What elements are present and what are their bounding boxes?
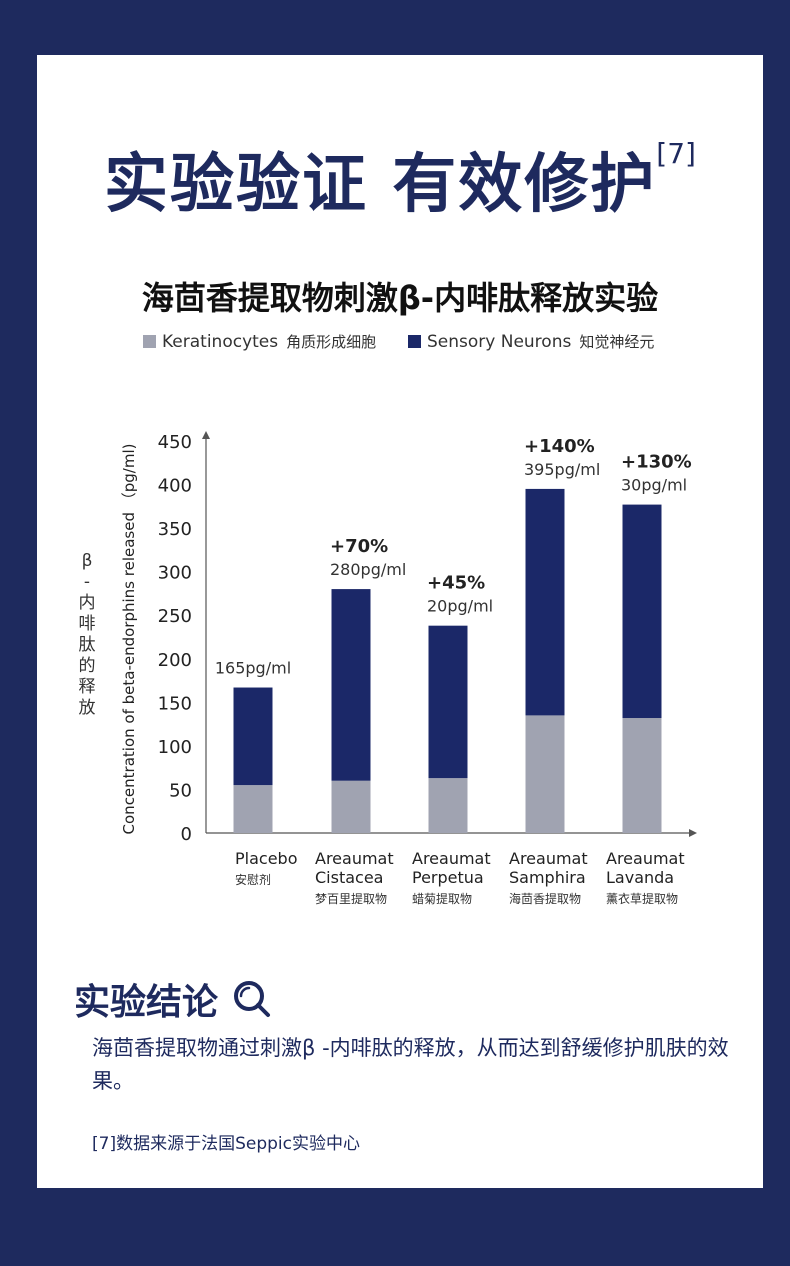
- bar-segment-keratinocytes: [428, 778, 468, 833]
- y-tick-label: 400: [158, 476, 192, 497]
- legend-label-keratinocytes-cn: 角质形成细胞: [286, 333, 377, 351]
- legend-label-sensory-neurons: Sensory Neurons: [427, 331, 572, 352]
- x-category-label-cn: 薰衣草提取物: [606, 891, 678, 906]
- x-category-label: Areaumat: [606, 849, 685, 868]
- y-axis-label-cn-char: 肽: [78, 635, 96, 655]
- headline-text: 实验验证 有效修护: [104, 148, 657, 222]
- bar-annotation-value: 280pg/ml: [330, 560, 406, 579]
- legend-item-keratinocytes: Keratinocytes 角质形成细胞: [143, 331, 376, 352]
- x-category-label-cn: 安慰剂: [235, 872, 271, 887]
- x-category-label: Samphira: [509, 868, 586, 887]
- bar-segment-keratinocytes: [233, 785, 273, 833]
- page-headline: 实验验证 有效修护[7]: [37, 133, 763, 225]
- x-category-label: Placebo: [235, 849, 297, 868]
- bar-annotation-percent: +140%: [524, 436, 595, 457]
- y-tick-label: 200: [158, 650, 192, 671]
- bar-annotation-value: 395pg/ml: [524, 460, 600, 479]
- y-axis-label-cn-char: β: [81, 551, 93, 571]
- y-tick-label: 250: [158, 606, 192, 627]
- x-category-label: Areaumat: [509, 849, 588, 868]
- y-axis-label-cn-char: 内: [78, 593, 96, 613]
- bar-segment-keratinocytes: [331, 780, 371, 833]
- y-axis-label-cn-char: 释: [78, 677, 96, 697]
- legend-label-sensory-neurons-cn: 知觉神经元: [579, 333, 655, 351]
- bar-annotation-value: 30pg/ml: [621, 476, 687, 495]
- bar-segment-sensory-neurons: [331, 589, 371, 781]
- bar-annotation-percent: +130%: [621, 452, 692, 473]
- bar-chart: 0 50 100 150 200 250 300 350 400 450 Concentration…: [120, 431, 697, 906]
- headline-reference: [7]: [656, 137, 696, 170]
- x-category-label: Areaumat: [412, 849, 491, 868]
- bar-segment-sensory-neurons: [428, 625, 468, 779]
- bar-annotation-value: 165pg/ml: [215, 659, 291, 678]
- x-category-label-cn: 梦百里提取物: [315, 891, 387, 906]
- y-axis-arrow: [202, 431, 210, 439]
- bar-annotation-percent: +45%: [427, 573, 485, 594]
- magnifier-icon: [234, 981, 271, 1017]
- x-category-label-cn: 蜡菊提取物: [412, 891, 472, 906]
- y-axis-label: Concentration of beta-endorphins release…: [120, 444, 138, 835]
- y-tick-label: 450: [158, 432, 192, 453]
- bar-annotation-percent: +70%: [330, 536, 388, 557]
- x-axis-arrow: [689, 829, 697, 837]
- footnote: [7]数据来源于法国Seppic实验中心: [92, 1134, 360, 1154]
- bar-segment-keratinocytes: [525, 715, 565, 833]
- y-axis-label-cn-char: 放: [78, 698, 96, 718]
- y-axis-label-cn-char: -: [83, 572, 91, 592]
- bar-segment-keratinocytes: [622, 718, 662, 833]
- legend-swatch-keratinocytes: [143, 335, 156, 348]
- y-tick-label: 300: [158, 563, 192, 584]
- y-tick-label: 100: [158, 737, 192, 758]
- x-category-label: Cistacea: [315, 868, 383, 887]
- y-axis-label-cn: β-内啡肽的释放: [77, 551, 97, 719]
- bar-annotation-value: 20pg/ml: [427, 597, 493, 616]
- y-axis-label-cn-char: 啡: [78, 614, 96, 634]
- x-category-label: Areaumat: [315, 849, 394, 868]
- y-axis-label-cn-char: 的: [78, 656, 96, 676]
- legend-label-keratinocytes: Keratinocytes: [162, 331, 279, 352]
- x-category-label: Lavanda: [606, 868, 674, 887]
- x-category-label-cn: 海茴香提取物: [509, 891, 581, 906]
- bar-segment-sensory-neurons: [525, 488, 565, 716]
- content-card: 实验验证 有效修护[7] 海茴香提取物刺激β-内啡肽释放实验 Keratinoc…: [37, 55, 763, 1188]
- conclusion-body: 海茴香提取物通过刺激β -内啡肽的释放，从而达到舒缓修护肌肤的效果。: [92, 1036, 729, 1093]
- legend-item-sensory-neurons: Sensory Neurons 知觉神经元: [408, 331, 654, 352]
- legend-swatch-sensory-neurons: [408, 335, 421, 348]
- conclusion-title: 实验结论: [74, 982, 219, 1023]
- y-tick-label: 50: [169, 780, 192, 801]
- bar-segment-sensory-neurons: [622, 504, 662, 719]
- y-tick-label: 150: [158, 693, 192, 714]
- chart-title: 海茴香提取物刺激β-内啡肽释放实验: [141, 279, 659, 317]
- y-tick-label: 350: [158, 519, 192, 540]
- y-tick-label: 0: [181, 824, 192, 845]
- x-category-label: Perpetua: [412, 868, 484, 887]
- chart-legend: Keratinocytes 角质形成细胞 Sensory Neurons 知觉神…: [37, 331, 763, 355]
- bar-segment-sensory-neurons: [233, 687, 273, 786]
- conclusion-heading: 实验结论: [74, 973, 272, 1025]
